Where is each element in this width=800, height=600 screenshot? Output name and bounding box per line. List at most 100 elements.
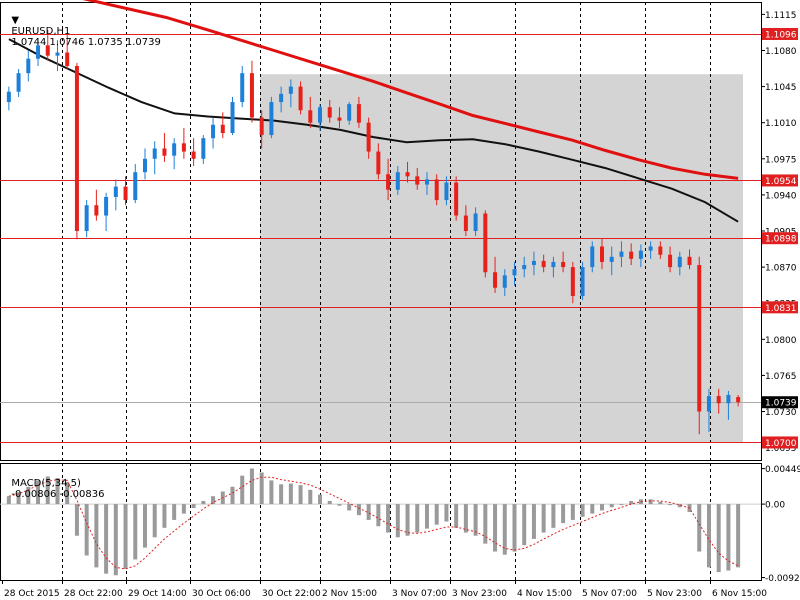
time-axis-label: 30 Oct 06:00 bbox=[192, 589, 251, 599]
macd-bar bbox=[133, 504, 138, 560]
macd-bar bbox=[648, 499, 653, 505]
candle-body bbox=[376, 151, 381, 175]
candle-body bbox=[424, 179, 429, 185]
macd-bar bbox=[522, 504, 527, 546]
macd-bar bbox=[493, 504, 498, 552]
candle-body bbox=[668, 254, 673, 268]
candle bbox=[45, 29, 50, 61]
macd-bar bbox=[259, 472, 264, 505]
time-axis-label: 5 Nov 23:00 bbox=[647, 589, 702, 599]
macd-bar bbox=[337, 504, 342, 506]
time-axis-label: 2 Nov 15:00 bbox=[322, 589, 377, 599]
candle-body bbox=[638, 250, 643, 259]
macd-bar bbox=[716, 504, 721, 573]
candle bbox=[522, 256, 527, 278]
candle-body bbox=[561, 261, 566, 268]
macd-bar bbox=[697, 504, 702, 552]
macd-bar bbox=[405, 504, 410, 536]
candle bbox=[201, 135, 206, 164]
macd-bar bbox=[152, 504, 157, 538]
candle bbox=[259, 110, 264, 149]
price-axis-label: 1.0765 bbox=[765, 372, 797, 382]
candle-body bbox=[84, 205, 89, 231]
candle bbox=[483, 210, 488, 278]
candle bbox=[113, 179, 118, 211]
candle bbox=[249, 60, 254, 123]
candle bbox=[473, 207, 478, 237]
time-axis-label: 29 Oct 14:00 bbox=[128, 589, 187, 599]
macd-bar bbox=[590, 504, 595, 514]
macd-signal-line bbox=[8, 476, 739, 570]
macd-bar bbox=[55, 478, 60, 505]
candle bbox=[220, 112, 225, 139]
candle bbox=[434, 174, 439, 206]
candle bbox=[318, 104, 323, 131]
candle-body bbox=[230, 102, 235, 134]
candle bbox=[551, 256, 556, 278]
candle-body bbox=[522, 265, 527, 270]
candle bbox=[706, 388, 711, 433]
macd-bar bbox=[531, 504, 536, 539]
candle-body bbox=[240, 73, 245, 103]
candle bbox=[395, 166, 400, 195]
candle bbox=[269, 96, 274, 139]
time-axis-label: 3 Nov 07:00 bbox=[392, 589, 447, 599]
level-tag bbox=[762, 436, 798, 449]
level-tag-label: 1.0954 bbox=[765, 177, 797, 187]
candle bbox=[561, 251, 566, 273]
candle bbox=[308, 96, 313, 128]
macd-bar bbox=[191, 504, 196, 509]
candle bbox=[444, 176, 449, 206]
macd-bar bbox=[424, 504, 429, 529]
candle bbox=[580, 261, 585, 301]
candle bbox=[6, 86, 11, 111]
macd-bar bbox=[376, 504, 381, 527]
candle-body bbox=[249, 73, 254, 118]
candle-body bbox=[104, 196, 109, 216]
level-tag bbox=[762, 232, 798, 245]
candle-body bbox=[45, 45, 50, 56]
candle bbox=[658, 241, 663, 259]
candle-body bbox=[677, 256, 682, 268]
candle-body bbox=[269, 102, 274, 136]
candle bbox=[230, 96, 235, 136]
candle-body bbox=[94, 205, 99, 216]
macd-bar bbox=[181, 504, 186, 514]
macd-bar bbox=[434, 504, 439, 525]
candle bbox=[84, 200, 89, 238]
candle bbox=[65, 35, 70, 70]
candle-body bbox=[473, 213, 478, 231]
candle-body bbox=[512, 269, 517, 276]
macd-bar bbox=[94, 504, 99, 568]
chart-menu-arrow-icon[interactable]: ▼ bbox=[11, 15, 20, 26]
candle-body bbox=[736, 397, 741, 403]
candle-body bbox=[308, 110, 313, 123]
current-price-label: 1.0739 bbox=[765, 399, 797, 409]
time-axis-label: 28 Oct 2015 bbox=[4, 589, 60, 599]
macd-bar bbox=[142, 504, 147, 548]
candle-body bbox=[463, 215, 468, 231]
candle-body bbox=[162, 148, 167, 156]
macd-bar bbox=[415, 504, 420, 533]
candle-body bbox=[531, 260, 536, 266]
macd-bar bbox=[726, 504, 731, 571]
macd-bar bbox=[240, 475, 245, 505]
macd-bar bbox=[483, 504, 488, 544]
macd-bar bbox=[629, 500, 634, 505]
candle bbox=[454, 176, 459, 221]
candle bbox=[668, 246, 673, 273]
level-tag-label: 1.1096 bbox=[765, 30, 797, 40]
candle bbox=[386, 158, 391, 201]
price-axis-label: 1.1080 bbox=[765, 47, 797, 57]
price-axis-label: 1.0975 bbox=[765, 155, 797, 165]
candle bbox=[142, 148, 147, 180]
macd-bar bbox=[512, 504, 517, 552]
macd-bar bbox=[123, 504, 128, 569]
candle-body bbox=[36, 45, 41, 59]
macd-header: MACD(5,34,5) -0.00806 -0.00836 bbox=[5, 467, 104, 500]
candle-body bbox=[609, 256, 614, 262]
macd-bar bbox=[658, 501, 663, 505]
candle bbox=[531, 251, 536, 276]
chart-header: ▼ EURUSD,H1 1.0744 1.0746 1.0735 1.0739 bbox=[5, 4, 161, 48]
candle-body bbox=[133, 172, 138, 201]
